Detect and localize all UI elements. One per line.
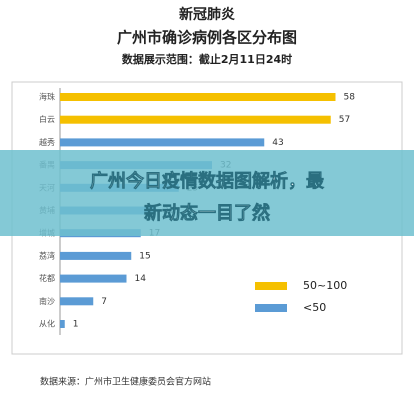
legend-label: <50 xyxy=(303,301,326,314)
bar xyxy=(60,320,65,328)
y-tick-label: 荔湾 xyxy=(39,250,55,260)
value-label: 1 xyxy=(73,320,79,330)
bar xyxy=(60,93,336,101)
value-label: 7 xyxy=(101,297,107,307)
value-label: 58 xyxy=(344,93,356,103)
bar xyxy=(60,251,132,260)
source: 数据来源：广州市卫生健康委员会官方网站 xyxy=(40,376,211,388)
legend-swatch xyxy=(255,304,287,312)
legend-swatch xyxy=(255,282,287,290)
value-label: 15 xyxy=(139,251,150,261)
y-tick-label: 花都 xyxy=(39,273,55,283)
bar xyxy=(60,138,265,147)
chart-title: 新冠肺炎 xyxy=(179,6,235,23)
bar xyxy=(60,274,127,283)
value-label: 57 xyxy=(339,115,350,125)
chart-note: 数据展示范围：截止2月11日24时 xyxy=(122,52,292,66)
y-tick-label: 海珠 xyxy=(39,92,55,102)
legend-label: 50~100 xyxy=(303,279,347,292)
value-label: 14 xyxy=(135,274,147,284)
y-tick-label: 越秀 xyxy=(39,137,55,147)
value-label: 43 xyxy=(272,138,283,148)
banner-bg xyxy=(0,150,414,236)
bar xyxy=(60,297,94,306)
bar xyxy=(60,115,331,124)
y-tick-label: 白云 xyxy=(39,114,55,124)
y-tick-label: 南沙 xyxy=(39,296,55,306)
y-tick-label: 从化 xyxy=(39,319,55,329)
chart-subtitle: 广州市确诊病例各区分布图 xyxy=(117,29,297,47)
banner-line: 新动态一目了然 xyxy=(144,202,270,224)
banner-line: 广州今日疫情数据图解析，最 xyxy=(90,170,325,192)
